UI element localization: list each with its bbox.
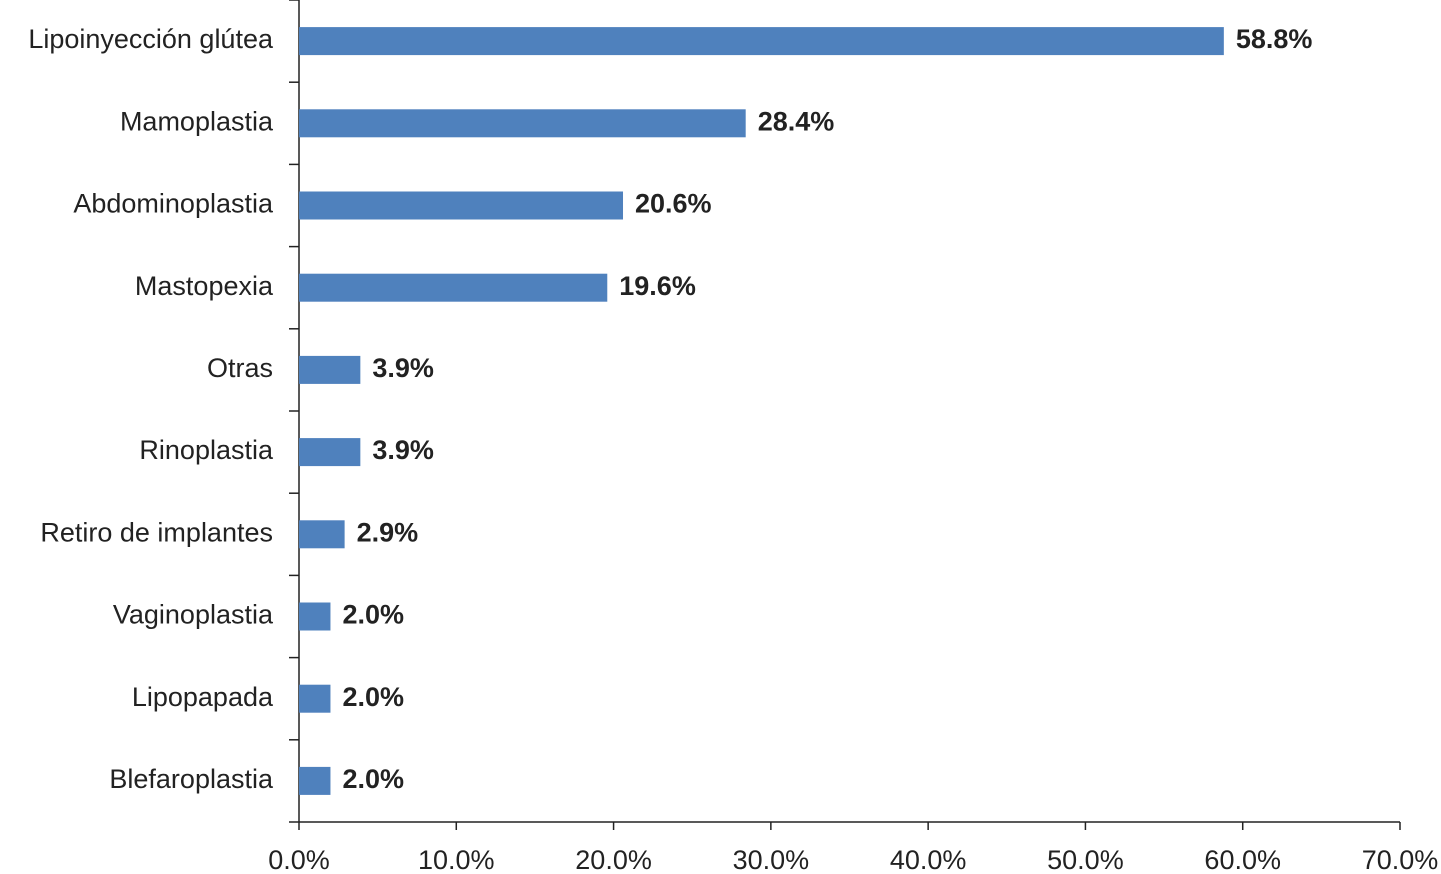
x-tick-label: 50.0%: [1047, 845, 1124, 874]
bar: [299, 191, 624, 220]
bar: [299, 766, 331, 795]
value-label: 3.9%: [372, 353, 434, 383]
value-label: 19.6%: [619, 271, 696, 301]
bar: [299, 273, 608, 302]
x-tick-label: 70.0%: [1362, 845, 1439, 874]
value-label: 20.6%: [635, 189, 712, 219]
category-label: Otras: [207, 353, 273, 383]
x-tick-label: 0.0%: [268, 845, 330, 874]
category-label: Retiro de implantes: [40, 517, 273, 547]
value-label: 28.4%: [758, 106, 835, 136]
value-label: 2.9%: [357, 517, 419, 547]
bar: [299, 27, 1224, 56]
category-label: Abdominoplastia: [73, 189, 274, 219]
x-tick-label: 10.0%: [418, 845, 495, 874]
bar: [299, 355, 361, 384]
category-label: Lipopapada: [132, 682, 274, 712]
value-label: 3.9%: [372, 435, 434, 465]
bar: [299, 520, 345, 549]
category-label: Lipoinyección glútea: [28, 24, 274, 54]
category-label: Vaginoplastia: [113, 600, 274, 630]
category-label: Mamoplastia: [120, 106, 274, 136]
value-label: 58.8%: [1236, 24, 1313, 54]
value-label: 2.0%: [342, 764, 404, 794]
x-tick-label: 40.0%: [890, 845, 967, 874]
bar: [299, 684, 331, 713]
x-tick-label: 60.0%: [1204, 845, 1281, 874]
bar: [299, 109, 746, 138]
value-label: 2.0%: [342, 600, 404, 630]
bar: [299, 438, 361, 467]
bar: [299, 602, 331, 631]
category-label: Blefaroplastia: [109, 764, 274, 794]
category-label: Mastopexia: [135, 271, 274, 301]
x-tick-label: 20.0%: [575, 845, 652, 874]
x-tick-label: 30.0%: [733, 845, 810, 874]
value-label: 2.0%: [342, 682, 404, 712]
category-label: Rinoplastia: [139, 435, 274, 465]
